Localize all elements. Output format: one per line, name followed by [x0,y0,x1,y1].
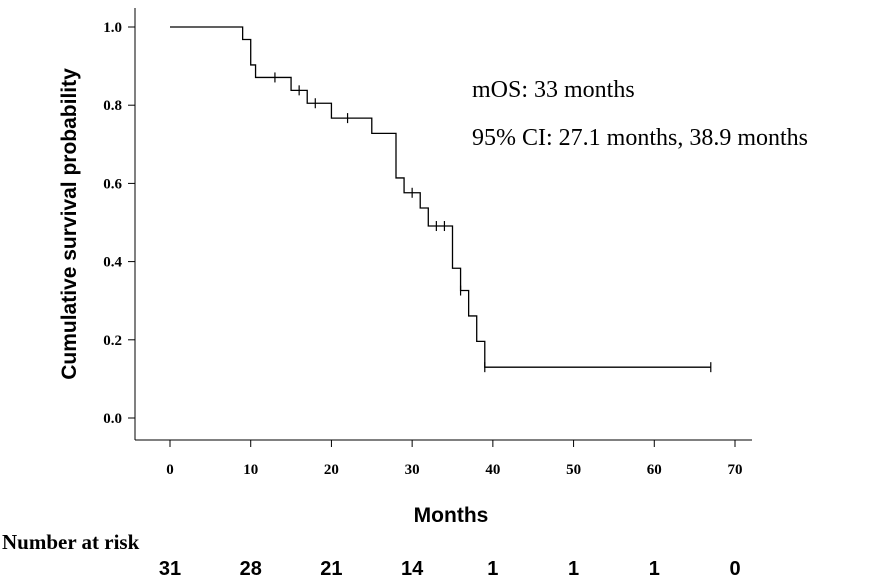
y-tick-label-0.0: 0.0 [103,411,122,427]
ci-annotation: 95% CI: 27.1 months, 38.9 months [472,125,808,151]
x-tick-label-0: 0 [166,462,174,478]
risk-table-title: Number at risk [2,530,140,554]
y-tick-label-1.0: 1.0 [103,20,122,36]
x-tick-label-30: 30 [405,462,420,478]
y-tick-label-0.8: 0.8 [103,98,122,114]
y-tick-label-0.2: 0.2 [103,333,122,349]
risk-value-20: 21 [320,558,342,577]
risk-value-40: 1 [487,558,498,577]
y-tick-label-0.4: 0.4 [103,255,122,271]
y-tick-label-0.6: 0.6 [103,176,122,192]
y-axis-title: Cumulative survival probability [58,68,81,380]
axis-ticks [128,26,736,447]
x-tick-label-40: 40 [485,462,500,478]
risk-value-30: 14 [401,558,424,577]
x-tick-label-50: 50 [566,462,581,478]
censor-marks [274,72,712,373]
x-tick-label-70: 70 [728,462,743,478]
median-annotation: mOS: 33 months [472,77,635,103]
survival-curve [170,26,711,368]
risk-value-60: 1 [649,558,660,577]
risk-value-0: 31 [159,558,181,577]
x-tick-label-10: 10 [243,462,258,478]
axis-tick-labels: 0 10 20 30 40 50 60 70 0.0 0.2 0.4 0.6 0.8 1.0 [103,20,742,478]
x-tick-label-20: 20 [324,462,339,478]
x-tick-label-60: 60 [647,462,662,478]
x-axis-title: Months [414,504,489,527]
risk-table-values: 31 28 21 14 1 1 1 0 [159,558,741,577]
risk-value-10: 28 [240,558,262,577]
risk-value-70: 0 [729,558,740,577]
risk-value-50: 1 [568,558,579,577]
